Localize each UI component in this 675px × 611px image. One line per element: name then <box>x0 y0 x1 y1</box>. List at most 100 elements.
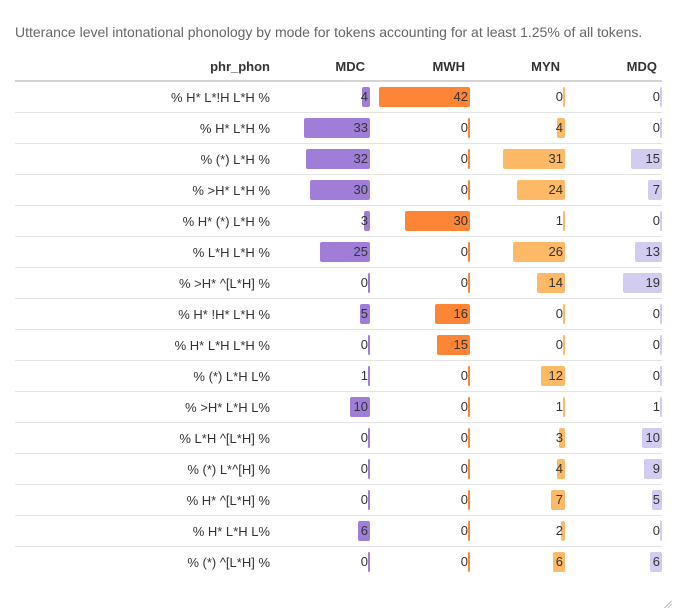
value-label: 0 <box>460 399 468 414</box>
value-label: 31 <box>548 151 563 166</box>
bar-mwh <box>468 366 470 386</box>
value-label: 0 <box>555 337 563 352</box>
cell-myn: 24 <box>470 174 565 206</box>
row-label: % (*) L*^[H] % <box>15 453 275 485</box>
column-header-myn: MYN <box>470 52 565 82</box>
row-label: % H* L*H % <box>15 112 275 144</box>
bar-mdq <box>660 211 662 231</box>
value-label: 3 <box>360 213 368 228</box>
value-label: 4 <box>555 120 563 135</box>
bar-mdq <box>644 459 662 479</box>
bar-mdc <box>310 180 370 200</box>
bar-myn <box>563 397 565 417</box>
value-label: 0 <box>652 523 660 538</box>
bar-mdc <box>368 366 370 386</box>
table-row: % >H* L*H L% 10 0 1 1 <box>15 391 662 423</box>
table-row: % H* L*!H L*H % 4 42 0 0 <box>15 81 662 113</box>
value-label: 4 <box>360 89 368 104</box>
cell-mdq: 0 <box>565 329 662 361</box>
cell-myn: 4 <box>470 453 565 485</box>
bar-mwh <box>468 273 470 293</box>
cell-mwh: 0 <box>370 391 470 423</box>
cell-mwh: 0 <box>370 453 470 485</box>
bar-myn <box>557 459 565 479</box>
bar-mdq <box>660 397 662 417</box>
bar-mdc <box>358 521 370 541</box>
value-label: 32 <box>353 151 368 166</box>
cell-mdq: 13 <box>565 236 662 268</box>
table-row: % >H* ^[L*H] % 0 0 14 19 <box>15 267 662 299</box>
bar-mdq <box>652 490 662 510</box>
resize-grip-icon[interactable] <box>664 600 672 608</box>
value-label: 7 <box>652 182 660 197</box>
cell-mwh: 0 <box>370 547 470 578</box>
bar-mdq <box>660 87 662 107</box>
value-label: 0 <box>652 337 660 352</box>
value-label: 6 <box>555 554 563 569</box>
value-label: 6 <box>360 523 368 538</box>
value-label: 0 <box>460 368 468 383</box>
value-label: 5 <box>360 306 368 321</box>
bar-myn <box>551 490 565 510</box>
row-label: % >H* ^[L*H] % <box>15 267 275 299</box>
value-label: 12 <box>548 368 563 383</box>
cell-mdq: 0 <box>565 360 662 392</box>
bar-myn <box>563 87 565 107</box>
cell-mdq: 0 <box>565 515 662 547</box>
cell-myn: 0 <box>470 329 565 361</box>
value-label: 0 <box>460 461 468 476</box>
bar-mwh <box>468 242 470 262</box>
bar-mdc <box>362 87 370 107</box>
bar-myn <box>503 149 565 169</box>
cell-myn: 2 <box>470 515 565 547</box>
bar-mdq <box>650 552 662 572</box>
row-label: % H* (*) L*H % <box>15 205 275 237</box>
bar-mdq <box>660 304 662 324</box>
row-label: % (*) ^[L*H] % <box>187 554 270 570</box>
cell-myn: 26 <box>470 236 565 268</box>
bar-myn <box>513 242 565 262</box>
value-label: 10 <box>353 399 368 414</box>
cell-mdq: 0 <box>565 205 662 237</box>
bar-mwh <box>468 149 470 169</box>
bar-mdc <box>320 242 370 262</box>
bar-mdc <box>368 459 370 479</box>
table-row: % H* L*H L*H % 0 15 0 0 <box>15 329 662 361</box>
cell-mdq: 5 <box>565 484 662 516</box>
value-label: 0 <box>460 430 468 445</box>
cell-myn: 3 <box>470 422 565 454</box>
bar-mdc <box>368 273 370 293</box>
value-label: 2 <box>555 523 563 538</box>
cell-myn: 4 <box>470 112 565 144</box>
row-label: % L*H ^[L*H] % <box>15 422 275 454</box>
table-caption: Utterance level intonational phonology b… <box>15 24 643 40</box>
bar-mwh <box>468 397 470 417</box>
row-label: % H* L*!H L*H % <box>15 81 275 113</box>
bar-mdq <box>660 521 662 541</box>
cell-mdc: 33 <box>275 112 370 144</box>
cell-mwh: 0 <box>370 174 470 206</box>
cell-mdq: 15 <box>565 143 662 175</box>
cell-mdq: 9 <box>565 453 662 485</box>
value-label: 0 <box>652 89 660 104</box>
bar-mdc <box>350 397 370 417</box>
bar-myn <box>561 521 565 541</box>
value-label: 30 <box>353 182 368 197</box>
table-row: % H* !H* L*H % 5 16 0 0 <box>15 298 662 330</box>
row-label: % (*) L*H L% <box>15 360 275 392</box>
column-header-mdq: MDQ <box>565 52 662 82</box>
cell-myn: 1 <box>470 205 565 237</box>
cell-myn: 31 <box>470 143 565 175</box>
value-label: 1 <box>652 399 660 414</box>
cell-mdq: 10 <box>565 422 662 454</box>
value-label: 42 <box>453 89 468 104</box>
value-label: 33 <box>353 120 368 135</box>
bar-myn <box>563 335 565 355</box>
value-label: 16 <box>453 306 468 321</box>
value-label: 0 <box>460 151 468 166</box>
bar-mdc <box>364 211 370 231</box>
table-row: % H* L*H % 33 0 4 0 <box>15 112 662 144</box>
bar-mdq <box>660 366 662 386</box>
cell-mwh: 0 <box>370 484 470 516</box>
value-label: 0 <box>460 492 468 507</box>
